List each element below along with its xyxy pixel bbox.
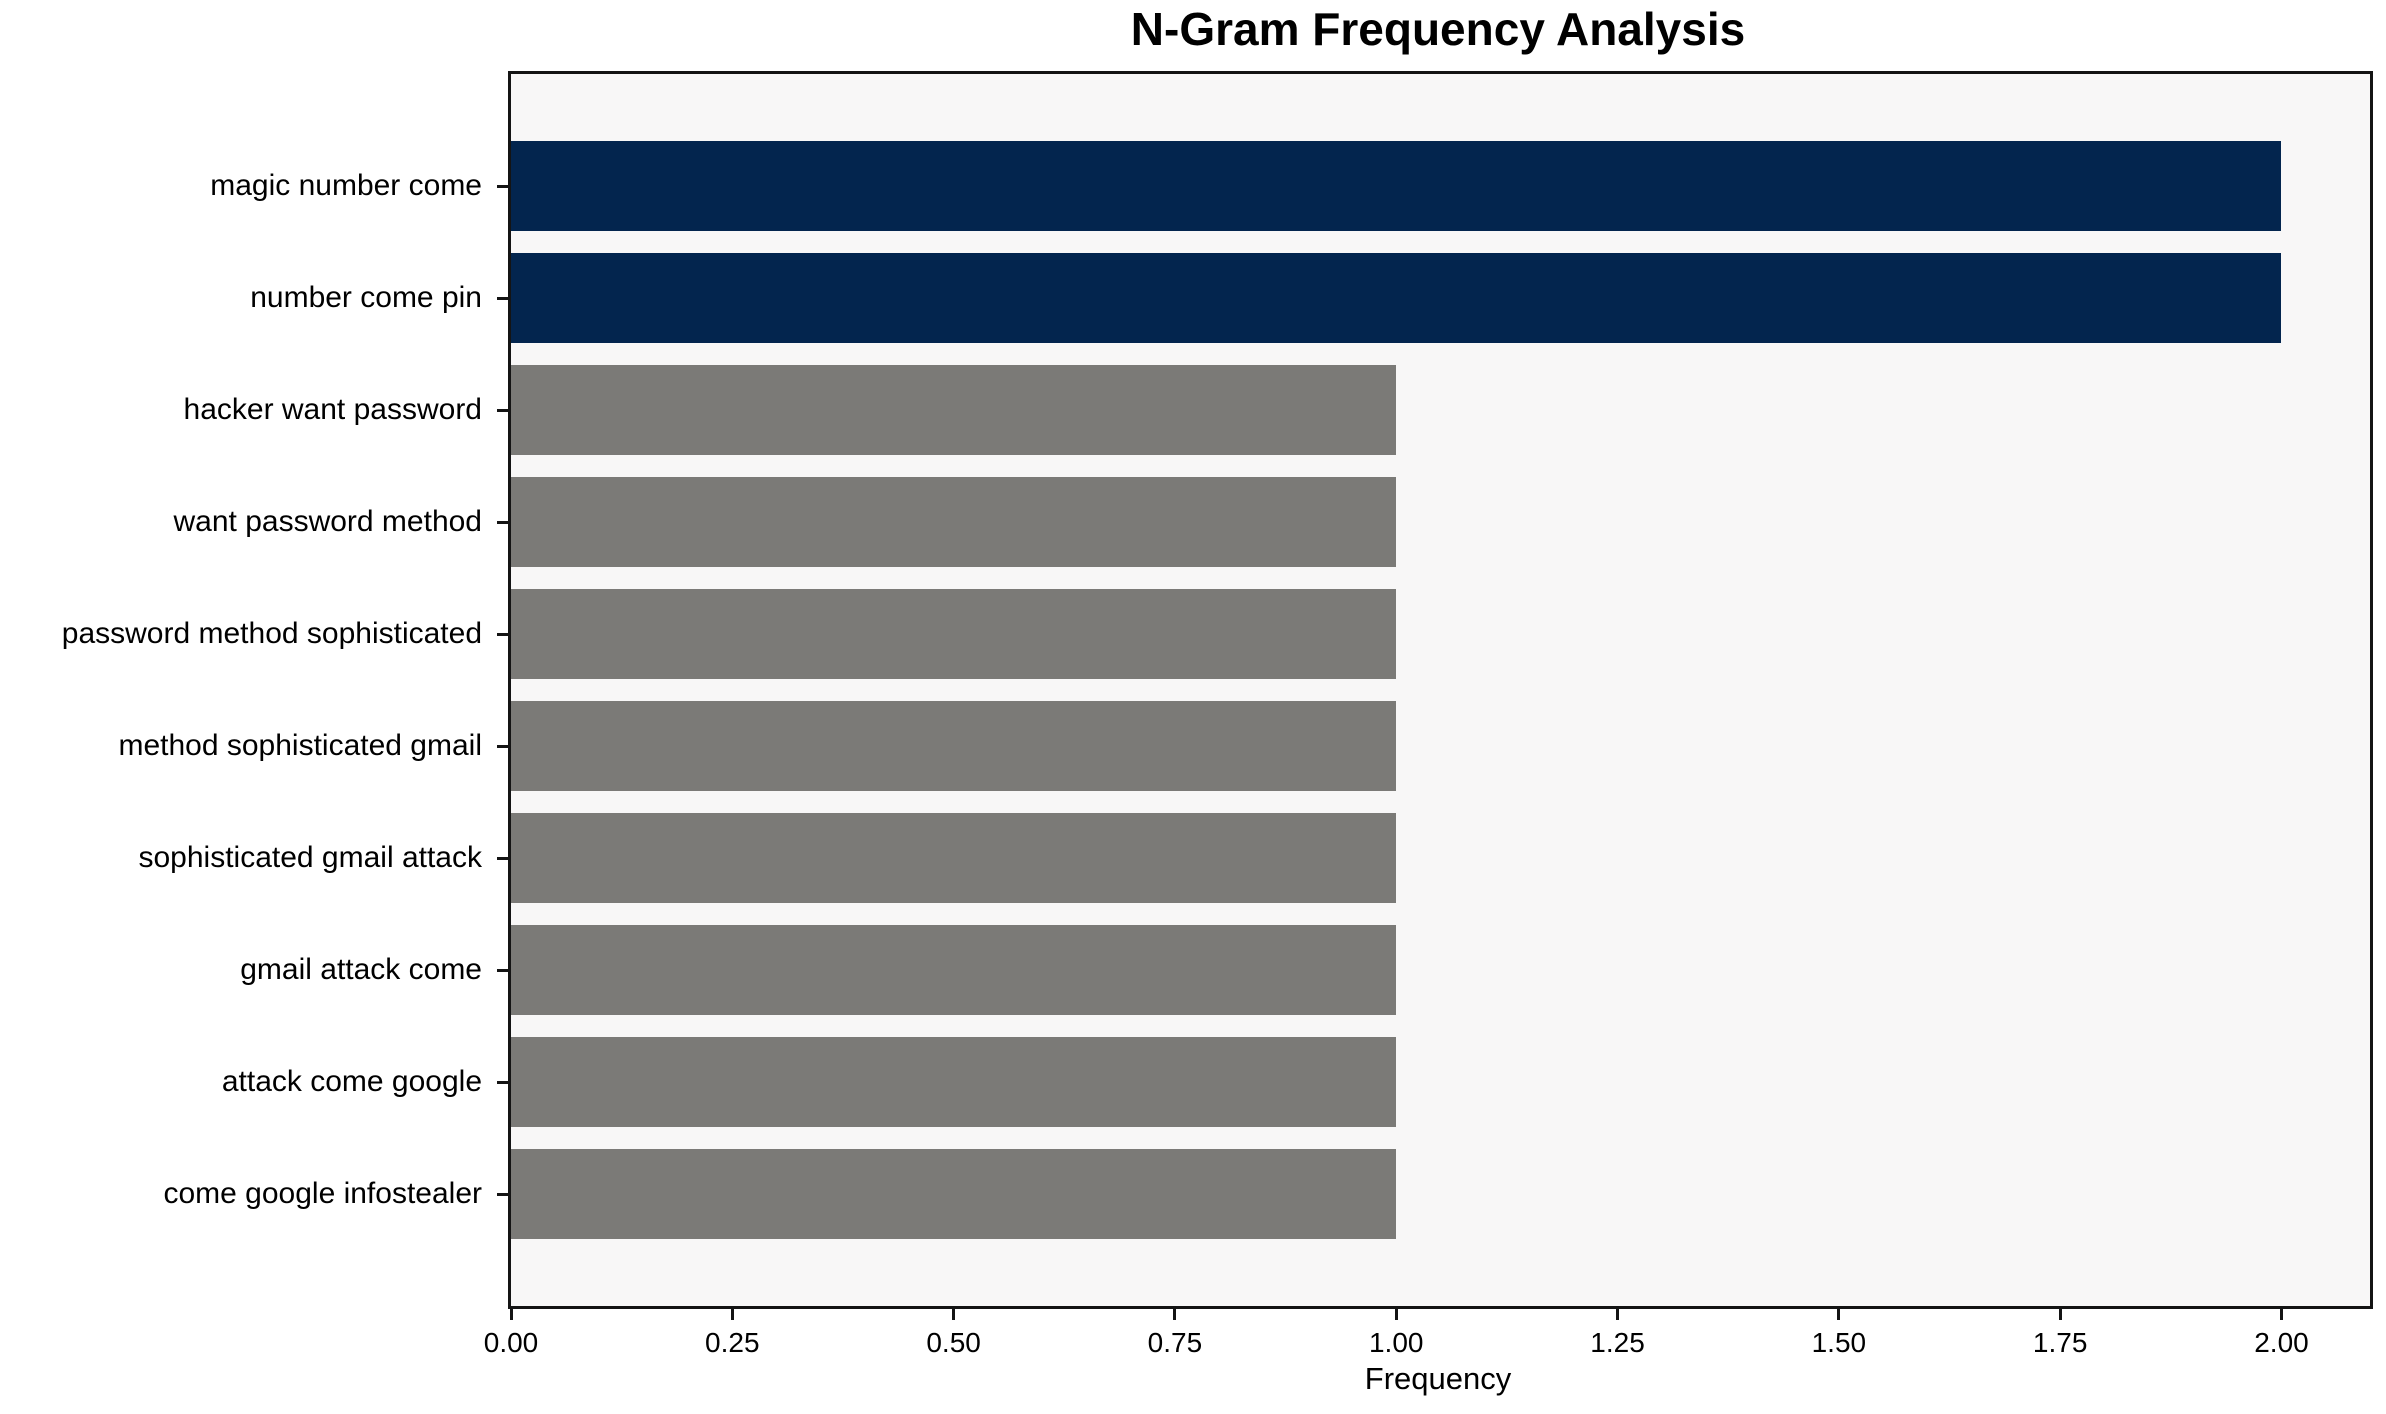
y-tick-label: attack come google xyxy=(221,1065,482,1098)
chart-title: N-Gram Frequency Analysis xyxy=(1130,3,1746,55)
plot-area xyxy=(508,71,2373,1309)
x-tick-mark xyxy=(1173,1309,1177,1320)
bar xyxy=(511,813,1397,903)
y-tick-mark xyxy=(497,408,508,412)
bar xyxy=(511,141,2282,231)
y-tick-label: password method sophisticated xyxy=(61,617,482,650)
x-tick-mark xyxy=(1837,1309,1841,1320)
y-tick-label: want password method xyxy=(173,505,483,538)
bar xyxy=(511,925,1397,1015)
y-tick-label: magic number come xyxy=(210,169,482,202)
y-tick-mark xyxy=(497,296,508,300)
bar xyxy=(511,1149,1397,1239)
y-tick-mark xyxy=(497,1192,508,1196)
bar xyxy=(511,1037,1397,1127)
x-tick-label: 0.00 xyxy=(483,1327,539,1358)
x-tick-mark xyxy=(1394,1309,1398,1320)
y-tick-label: gmail attack come xyxy=(240,953,482,986)
bar xyxy=(511,365,1397,455)
y-tick-label: sophisticated gmail attack xyxy=(138,841,482,874)
bar xyxy=(511,253,2282,343)
x-tick-label: 1.00 xyxy=(1368,1327,1424,1358)
x-tick-label: 0.50 xyxy=(926,1327,981,1358)
x-tick-label: 1.50 xyxy=(1811,1327,1867,1358)
x-tick-label: 1.75 xyxy=(2032,1327,2088,1358)
y-tick-label: come google infostealer xyxy=(163,1177,482,1210)
bar xyxy=(511,477,1397,567)
x-tick-label: 0.25 xyxy=(705,1327,760,1358)
y-tick-mark xyxy=(497,744,508,748)
y-tick-label: method sophisticated gmail xyxy=(118,729,482,762)
y-tick-mark xyxy=(497,632,508,636)
x-tick-mark xyxy=(2279,1309,2283,1320)
x-tick-mark xyxy=(952,1309,956,1320)
x-tick-mark xyxy=(509,1309,513,1320)
y-tick-mark xyxy=(497,1080,508,1084)
x-tick-label: 1.25 xyxy=(1590,1327,1645,1358)
y-tick-mark xyxy=(497,856,508,860)
y-tick-mark xyxy=(497,184,508,188)
x-tick-label: 0.75 xyxy=(1147,1327,1203,1358)
x-tick-mark xyxy=(730,1309,734,1320)
x-tick-mark xyxy=(2058,1309,2062,1320)
x-axis-title: Frequency xyxy=(1364,1361,1512,1396)
y-tick-label: hacker want password xyxy=(183,393,482,426)
bar xyxy=(511,701,1397,791)
y-tick-mark xyxy=(497,520,508,524)
bar xyxy=(511,589,1397,679)
y-tick-mark xyxy=(497,968,508,972)
x-tick-mark xyxy=(1616,1309,1620,1320)
x-tick-label: 2.00 xyxy=(2254,1327,2309,1358)
y-tick-label: number come pin xyxy=(250,281,482,314)
